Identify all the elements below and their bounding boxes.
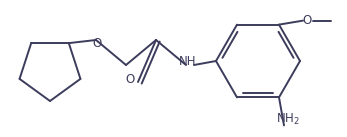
Text: NH$_2$: NH$_2$ [276, 112, 300, 127]
Text: O: O [302, 14, 312, 27]
Text: O: O [125, 73, 135, 86]
Text: NH: NH [179, 55, 197, 68]
Text: O: O [92, 37, 102, 50]
